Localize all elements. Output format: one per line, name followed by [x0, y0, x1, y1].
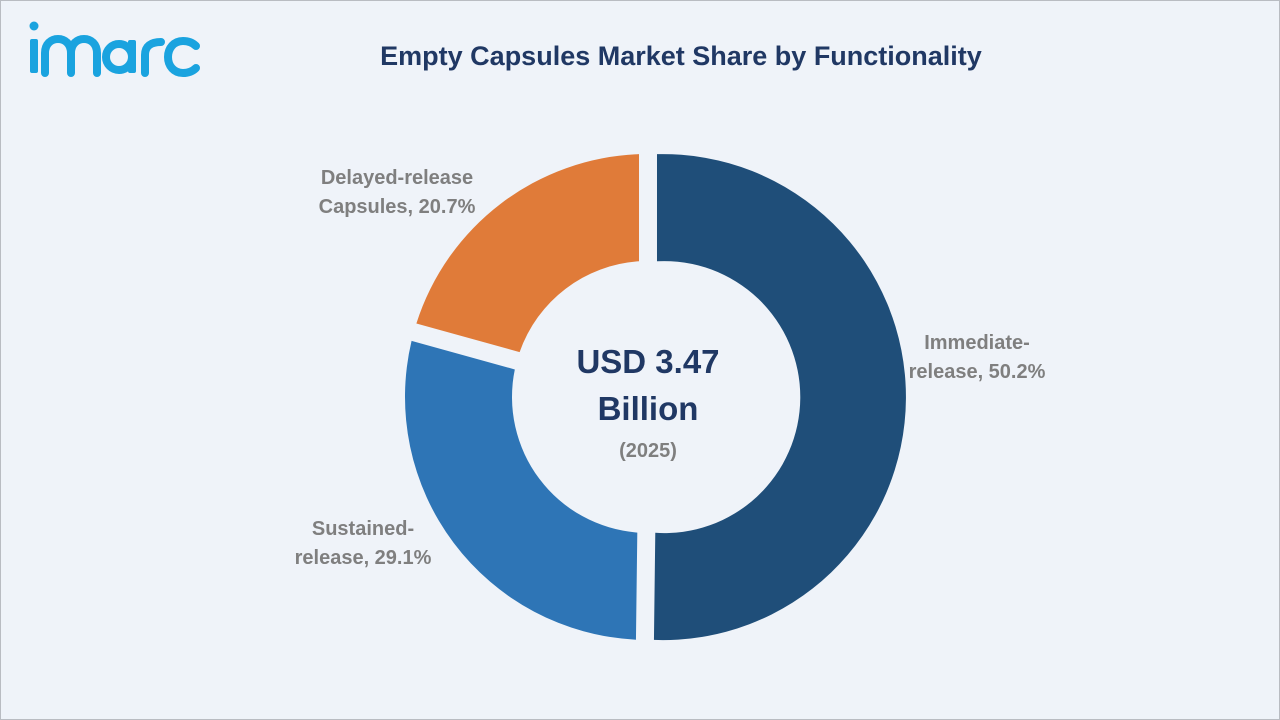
slice-label-3: Delayed-release Capsules, 20.7%	[319, 167, 476, 218]
center-total-line-1: USD 3.47	[576, 343, 719, 380]
slice-label-1: Immediate-release, 50.2%	[909, 332, 1046, 383]
center-year: (2025)	[619, 440, 677, 462]
donut-hole	[514, 263, 782, 531]
donut-slice-3	[416, 154, 640, 353]
chart-title: Empty Capsules Market Share by Functiona…	[380, 41, 982, 71]
slice-label-2: Sustained-release, 29.1%	[295, 518, 432, 569]
center-total-line-2: Billion	[598, 390, 699, 427]
imarc-logo	[21, 15, 211, 85]
imarc-logo-mark	[29, 21, 200, 78]
donut-slice-2	[405, 340, 638, 640]
donut-slice-1	[653, 154, 906, 641]
